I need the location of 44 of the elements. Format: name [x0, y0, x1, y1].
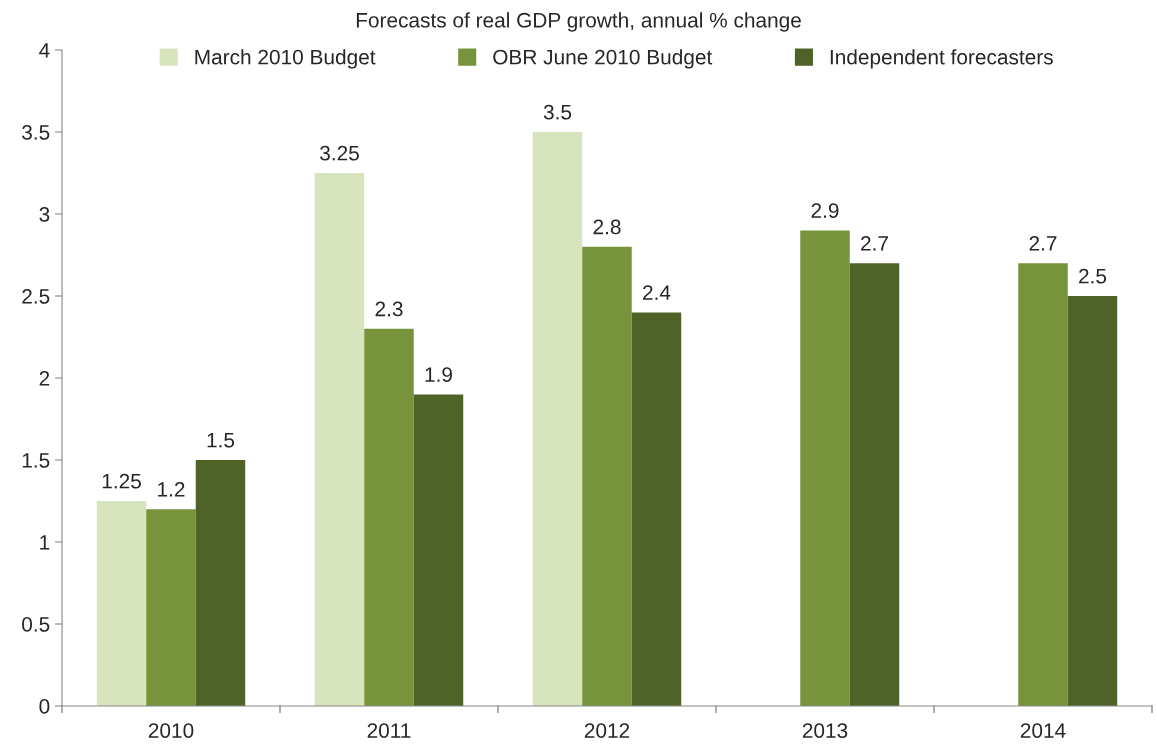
- y-tick-label: 0: [39, 699, 50, 714]
- data-label: 1.5: [207, 433, 235, 448]
- bar: [849, 263, 900, 706]
- chart-title: Forecasts of real GDP growth, annual % change: [356, 12, 801, 32]
- data-label: 1.2: [158, 482, 185, 497]
- bar: [1018, 263, 1068, 706]
- data-label: 3.5: [543, 104, 572, 120]
- bar: [582, 246, 632, 706]
- bar: [1067, 296, 1118, 706]
- data-label: 2.5: [1079, 268, 1107, 284]
- bar: [532, 132, 583, 706]
- y-tick-label: 4: [39, 43, 50, 58]
- y-tick-label: 3.5: [22, 125, 50, 140]
- data-label: 2.9: [811, 203, 839, 218]
- y-tick-label: 3: [39, 207, 50, 222]
- data-label: 1.9: [425, 367, 452, 382]
- y-tick-label: 2.5: [22, 289, 50, 304]
- bar: [195, 460, 246, 706]
- y-tick-label: 2: [39, 371, 50, 386]
- bar: [364, 328, 414, 706]
- data-label: 1.25: [102, 473, 141, 489]
- x-tick-label: 2014: [1020, 723, 1066, 738]
- x-tick-label: 2012: [584, 723, 630, 738]
- legend-label: OBR June 2010 Budget: [493, 49, 713, 69]
- legend-label: March 2010 Budget: [195, 49, 376, 69]
- data-label: 3.25: [320, 145, 359, 161]
- bar: [800, 230, 850, 706]
- bar: [413, 394, 464, 706]
- x-tick-label: 2010: [148, 723, 194, 738]
- data-label: 2.4: [643, 285, 671, 300]
- data-label: 2.7: [861, 236, 888, 251]
- bar: [314, 173, 365, 706]
- bar: [631, 312, 682, 706]
- legend-label: Independent forecasters: [830, 49, 1053, 69]
- x-tick-label: 2013: [802, 723, 848, 738]
- y-tick-label: 1.5: [22, 453, 50, 468]
- data-label: 2.3: [375, 301, 403, 317]
- bar: [146, 509, 196, 706]
- x-tick-label: 2011: [367, 723, 411, 738]
- bar: [96, 501, 147, 706]
- data-label: 2.7: [1029, 236, 1057, 251]
- data-label: 2.8: [593, 219, 621, 235]
- y-tick-label: 0.5: [22, 617, 50, 632]
- y-tick-label: 1: [40, 535, 50, 550]
